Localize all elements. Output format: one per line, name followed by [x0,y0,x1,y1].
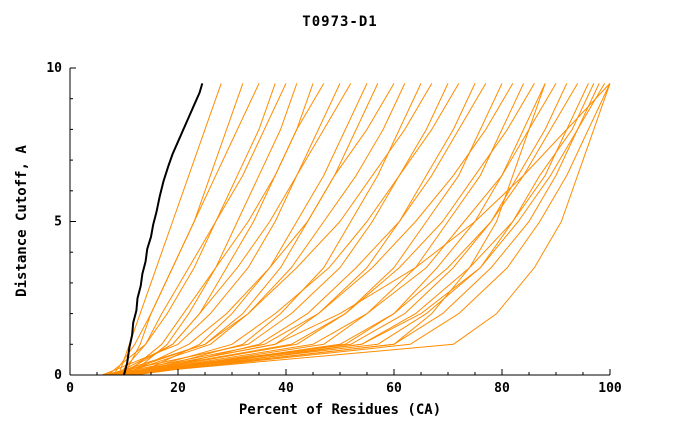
model-curve [107,83,276,376]
model-curve [123,83,525,376]
x-tick-label: 0 [66,381,74,396]
model-curve [129,83,298,376]
model-curve [118,83,600,376]
model-curve [102,83,341,376]
model-curve [107,83,606,376]
x-axis-label: Percent of Residues (CA) [238,402,442,418]
model-curve [113,83,535,376]
model-curve [118,83,287,376]
x-tick-label: 40 [278,381,294,396]
model-curve [134,83,368,376]
model-curve [102,83,449,376]
y-tick-label: 5 [54,215,62,230]
model-curve [113,83,406,376]
x-tick-label: 100 [598,381,622,396]
model-curve [123,83,579,376]
model-curve [123,83,460,376]
model-curve [107,83,379,376]
model-curve [118,83,222,376]
model-curve [134,83,487,376]
reference-curve [123,83,204,376]
x-tick-label: 20 [170,381,186,396]
model-curve [118,83,503,376]
chart-title: T0973-D1 [302,14,378,30]
model-curve [102,83,568,376]
model-curve [123,83,546,376]
model-curve [118,83,352,376]
model-curve [113,83,611,376]
model-curve [123,83,611,376]
model-curve [123,83,260,376]
x-tick-label: 60 [386,381,402,396]
model-curve [123,83,325,376]
model-curve [113,83,589,376]
model-curve [113,83,611,376]
y-tick-label: 0 [54,368,62,383]
model-curve [129,83,546,376]
model-curve [129,83,422,376]
x-tick-label: 80 [494,381,510,396]
y-tick-label: 10 [46,61,62,76]
model-curve [123,83,395,376]
model-curve [118,83,433,376]
model-curve [113,83,476,376]
model-curve [107,83,514,376]
